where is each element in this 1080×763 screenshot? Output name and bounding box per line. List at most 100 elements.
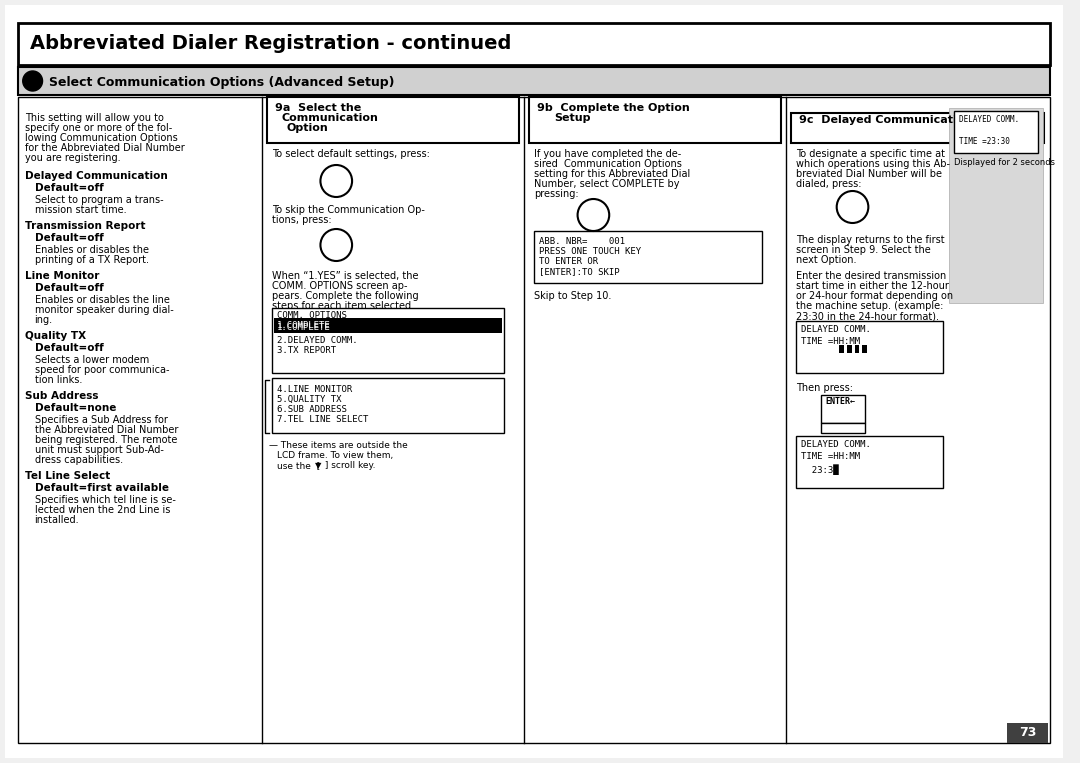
Text: DELAYED COMM.: DELAYED COMM.	[801, 325, 870, 334]
Text: Setup: Setup	[554, 113, 591, 123]
Text: TIME =HH:MM: TIME =HH:MM	[801, 337, 860, 346]
Text: COMM. OPTIONS: COMM. OPTIONS	[276, 311, 347, 320]
Text: To skip the Communication Op-: To skip the Communication Op-	[272, 205, 424, 215]
Text: Select Communication Options (Advanced Setup): Select Communication Options (Advanced S…	[50, 76, 395, 89]
Text: 1.COMPLETE: 1.COMPLETE	[276, 323, 330, 332]
Text: pears. Complete the following: pears. Complete the following	[272, 291, 419, 301]
Circle shape	[321, 165, 352, 197]
Text: pressing:: pressing:	[535, 189, 579, 199]
Text: 3.TX REPORT: 3.TX REPORT	[276, 346, 336, 355]
Text: start time in either the 12-hour: start time in either the 12-hour	[796, 281, 949, 291]
Text: Default=none: Default=none	[35, 403, 116, 413]
Text: If you have completed the de-: If you have completed the de-	[535, 149, 681, 159]
Text: screen in Step 9. Select the: screen in Step 9. Select the	[796, 245, 931, 255]
Text: 7.TEL LINE SELECT: 7.TEL LINE SELECT	[276, 415, 368, 424]
Text: tions, press:: tions, press:	[272, 215, 332, 225]
Text: 4.LINE MONITOR: 4.LINE MONITOR	[276, 385, 352, 394]
Text: 2: 2	[848, 201, 856, 214]
Text: ing.: ing.	[35, 315, 53, 325]
FancyBboxPatch shape	[535, 231, 761, 283]
Text: 73: 73	[1018, 726, 1037, 739]
Text: To select default settings, press:: To select default settings, press:	[272, 149, 430, 159]
Text: Default=off: Default=off	[35, 233, 104, 243]
FancyBboxPatch shape	[839, 345, 843, 353]
Text: DELAYED COMM.: DELAYED COMM.	[959, 115, 1020, 124]
Text: Tel Line Select: Tel Line Select	[25, 471, 110, 481]
Text: TO ENTER OR: TO ENTER OR	[539, 257, 598, 266]
FancyBboxPatch shape	[274, 321, 502, 333]
Text: — These items are outside the: — These items are outside the	[269, 441, 408, 450]
Text: ] scroll key.: ] scroll key.	[323, 461, 376, 470]
Text: [ENTER]:TO SKIP: [ENTER]:TO SKIP	[539, 267, 620, 276]
Text: 1: 1	[589, 209, 597, 222]
FancyBboxPatch shape	[1007, 723, 1049, 743]
Circle shape	[23, 71, 42, 91]
FancyBboxPatch shape	[17, 67, 1051, 95]
Text: This setting will allow you to: This setting will allow you to	[25, 113, 163, 123]
FancyBboxPatch shape	[272, 308, 504, 373]
FancyBboxPatch shape	[847, 345, 851, 353]
Text: TIME =HH:MM: TIME =HH:MM	[801, 452, 860, 461]
Text: dialed, press:: dialed, press:	[796, 179, 862, 189]
Text: which operations using this Ab-: which operations using this Ab-	[796, 159, 950, 169]
Text: unit must support Sub-Ad-: unit must support Sub-Ad-	[35, 445, 163, 455]
Text: 2: 2	[332, 239, 340, 252]
FancyBboxPatch shape	[821, 395, 865, 423]
Text: lowing Communication Options: lowing Communication Options	[25, 133, 177, 143]
Text: Transmission Report: Transmission Report	[25, 221, 145, 231]
Text: Enables or disables the line: Enables or disables the line	[35, 295, 170, 305]
Text: Number, select COMPLETE by: Number, select COMPLETE by	[535, 179, 679, 189]
Circle shape	[837, 191, 868, 223]
FancyBboxPatch shape	[267, 97, 519, 143]
Text: 5.QUALITY TX: 5.QUALITY TX	[276, 395, 341, 404]
Text: lected when the 2nd Line is: lected when the 2nd Line is	[35, 505, 170, 515]
Text: LCD frame. To view them,: LCD frame. To view them,	[276, 451, 393, 460]
Text: Selects a lower modem: Selects a lower modem	[35, 355, 149, 365]
Text: 9b  Complete the Option: 9b Complete the Option	[537, 103, 690, 113]
Text: DELAYED COMM.: DELAYED COMM.	[801, 440, 870, 449]
Text: Abbreviated Dialer Registration - continued: Abbreviated Dialer Registration - contin…	[29, 34, 511, 53]
FancyBboxPatch shape	[821, 423, 865, 433]
Text: Specifies which tel line is se-: Specifies which tel line is se-	[35, 495, 175, 505]
Text: monitor speaker during dial-: monitor speaker during dial-	[35, 305, 174, 315]
FancyBboxPatch shape	[17, 23, 1051, 65]
FancyBboxPatch shape	[5, 5, 1063, 758]
Text: TIME =23:30: TIME =23:30	[959, 137, 1010, 146]
Text: setting for this Abbreviated Dial: setting for this Abbreviated Dial	[535, 169, 690, 179]
Text: 1: 1	[332, 175, 340, 188]
Text: Default=off: Default=off	[35, 343, 104, 353]
Text: ▼: ▼	[314, 461, 321, 470]
Text: speed for poor communica-: speed for poor communica-	[35, 365, 170, 375]
Circle shape	[321, 229, 352, 261]
FancyBboxPatch shape	[955, 111, 1039, 153]
Text: 9a  Select the: 9a Select the	[275, 103, 361, 113]
Text: Line Monitor: Line Monitor	[25, 271, 99, 281]
Text: use the  [: use the [	[276, 461, 320, 470]
Text: 6.SUB ADDRESS: 6.SUB ADDRESS	[276, 405, 347, 414]
Text: you are registering.: you are registering.	[25, 153, 120, 163]
Text: 9c  Delayed Communications: 9c Delayed Communications	[799, 115, 978, 125]
Text: Then press:: Then press:	[796, 383, 853, 393]
Text: tion links.: tion links.	[35, 375, 82, 385]
Text: printing of a TX Report.: printing of a TX Report.	[35, 255, 149, 265]
Text: Select to program a trans-: Select to program a trans-	[35, 195, 163, 205]
Text: 23:30 in the 24-hour format).: 23:30 in the 24-hour format).	[796, 311, 940, 321]
Text: the machine setup. (example:: the machine setup. (example:	[796, 301, 944, 311]
FancyBboxPatch shape	[274, 318, 502, 331]
Text: Default=first available: Default=first available	[35, 483, 168, 493]
Text: Delayed Communication: Delayed Communication	[25, 171, 167, 181]
Text: When “1.YES” is selected, the: When “1.YES” is selected, the	[272, 271, 418, 281]
FancyBboxPatch shape	[792, 113, 1044, 143]
Text: sired  Communication Options: sired Communication Options	[535, 159, 681, 169]
Text: Enter the desired transmission: Enter the desired transmission	[796, 271, 946, 281]
FancyBboxPatch shape	[17, 97, 1051, 743]
FancyBboxPatch shape	[949, 108, 1043, 303]
Text: ENTER←: ENTER←	[826, 397, 855, 406]
Text: Skip to Step 10.: Skip to Step 10.	[535, 291, 611, 301]
Text: PRESS ONE TOUCH KEY: PRESS ONE TOUCH KEY	[539, 247, 642, 256]
Text: installed.: installed.	[35, 515, 79, 525]
FancyBboxPatch shape	[529, 97, 781, 143]
Text: breviated Dial Number will be: breviated Dial Number will be	[796, 169, 942, 179]
Text: 9: 9	[29, 77, 37, 87]
Text: Option: Option	[287, 123, 328, 133]
